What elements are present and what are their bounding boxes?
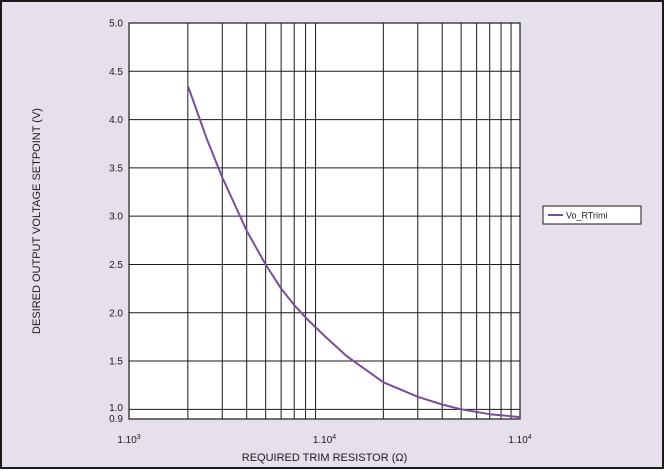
legend: Vo_RTrimi: [542, 205, 642, 225]
x-tick-label: 1.104: [313, 434, 336, 446]
y-tick-label: 4.0: [109, 115, 123, 126]
y-axis-title: DESIRED OUTPUT VOLTAGE SETPOINT (V): [31, 108, 43, 334]
legend-box: [542, 205, 642, 225]
y-tick-label: 3.0: [109, 212, 123, 223]
x-tick-label: 1.103: [117, 434, 140, 446]
y-tick-label: 4.5: [109, 67, 123, 78]
series-line-0: [186, 85, 521, 419]
series-layer: [186, 85, 521, 419]
y-tick-label: 5.0: [109, 19, 123, 30]
y-tick-label: 2.0: [109, 308, 123, 319]
plot-area: [128, 22, 521, 420]
legend-label: Vo_RTrimi: [566, 211, 608, 221]
y-axis-ticks: 0.91.0 1.5 2.0 2.5 3.0 3.5 4.0 4.5 5.0: [109, 19, 123, 426]
y-tick-label: 1.0: [109, 403, 123, 414]
x-axis-ticks: 1.103 1.104 1.104: [117, 434, 531, 446]
x-tick-label: 1.104: [508, 434, 531, 446]
y-tick-label: 0.9: [109, 414, 123, 425]
grid-lines: [129, 23, 520, 419]
x-axis-title: REQUIRED TRIM RESISTOR (Ω): [242, 452, 408, 464]
y-tick-label: 2.5: [109, 260, 123, 271]
y-tick-label: 1.5: [109, 357, 123, 368]
y-tick-label: 3.5: [109, 163, 123, 174]
